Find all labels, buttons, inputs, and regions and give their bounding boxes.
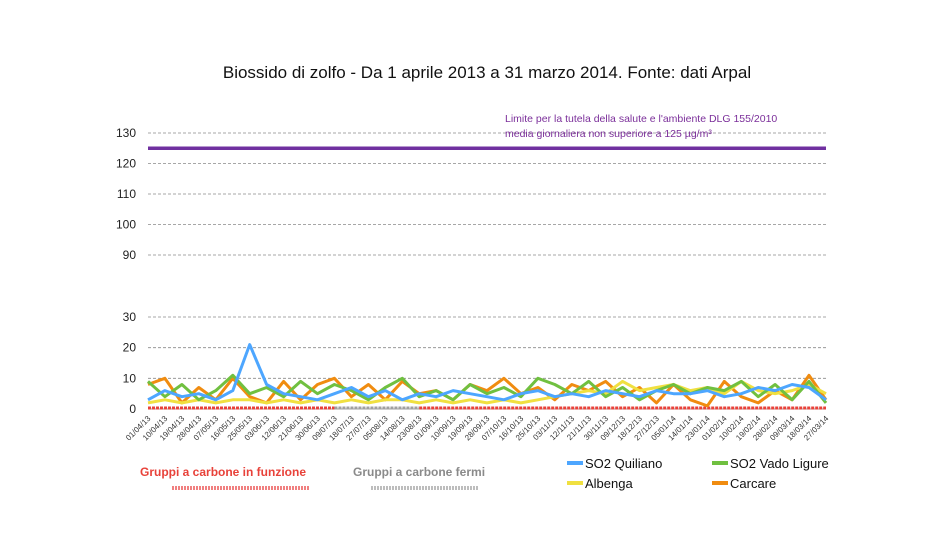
y-tick-label: 0 — [129, 402, 136, 416]
legend-label: SO2 Quiliano — [585, 456, 662, 471]
y-tick-label: 110 — [117, 187, 136, 201]
legend: SO2 Quiliano SO2 Vado Ligure Albenga Carcar… — [567, 456, 829, 491]
grid-upper — [148, 132, 826, 256]
y-tick-label: 130 — [116, 126, 136, 140]
legend-label: SO2 Vado Ligure — [730, 456, 829, 471]
y-tick-label: 30 — [123, 310, 137, 324]
limit-label-line1: Limite per la tutela della salute e l'am… — [505, 113, 777, 125]
y-ticks-lower: 0 10 20 30 — [123, 310, 137, 416]
y-tick-label: 120 — [116, 157, 136, 171]
y-tick-label: 90 — [123, 248, 137, 262]
y-tick-label: 10 — [123, 371, 137, 385]
legend-label: Albenga — [585, 476, 633, 491]
y-tick-label: 100 — [116, 218, 136, 232]
annotation-stopped: Gruppi a carbone fermi — [353, 465, 485, 479]
series-line-so2-quiliano — [147, 343, 827, 402]
limit-label-line2: media giornaliera non superiore a 125 µg… — [505, 128, 712, 140]
legend-label: Carcare — [730, 476, 776, 491]
annotation-running: Gruppi a carbone in funzione — [140, 465, 306, 479]
series-line-so2-vado-ligure — [146, 373, 828, 404]
grid-lower — [148, 316, 826, 379]
y-ticks-upper: 90 100 110 120 130 — [116, 126, 136, 262]
x-ticks: 01/04/1310/04/1319/04/1328/04/1307/05/13… — [124, 414, 831, 443]
y-tick-label: 20 — [123, 341, 137, 355]
chart-title: Biossido di zolfo - Da 1 aprile 2013 a 3… — [223, 63, 751, 82]
series-group — [146, 343, 828, 408]
